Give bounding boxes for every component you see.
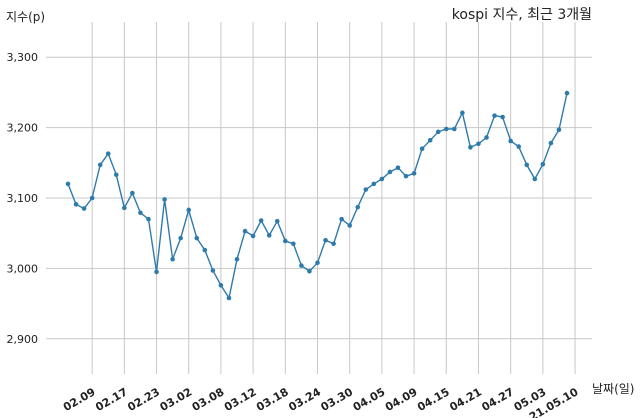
data-point <box>105 151 111 156</box>
data-point <box>443 126 449 132</box>
data-point <box>363 187 369 192</box>
data-point <box>387 169 393 175</box>
data-point <box>130 190 135 196</box>
data-point <box>403 173 409 179</box>
data-point <box>524 162 530 168</box>
x-axis-label: 날짜(일) <box>592 382 635 396</box>
chart-title: kospi 지수, 최근 3개월 <box>451 7 592 23</box>
data-point <box>331 241 336 247</box>
data-point <box>65 181 71 187</box>
data-point <box>299 263 304 268</box>
axes: 2,900 3,000 3,100 3,200 3,300 02.0902.1702.23… <box>7 51 581 418</box>
data-point <box>556 127 562 133</box>
x-tick-label: 03.24 <box>286 385 323 414</box>
data-point <box>484 135 489 140</box>
data-point <box>379 176 385 182</box>
data-point <box>500 114 505 120</box>
data-point <box>138 210 143 216</box>
y-tick-label: 3,100 <box>7 192 39 205</box>
x-tick-label: 04.15 <box>415 385 452 414</box>
data-point <box>250 233 256 239</box>
data-point <box>266 233 272 238</box>
y-tick-label: 3,000 <box>7 262 39 275</box>
data-point <box>73 202 79 207</box>
data-point <box>395 165 401 171</box>
data-point <box>186 207 192 213</box>
data-point <box>460 110 465 116</box>
data-point <box>492 113 497 118</box>
x-tick-label: 03.30 <box>319 385 356 414</box>
grid <box>46 22 592 374</box>
data-point <box>202 247 208 253</box>
data-point <box>307 268 312 274</box>
x-tick-label: 02.09 <box>61 385 98 414</box>
data-point <box>81 206 87 211</box>
y-tick-label: 2,900 <box>7 333 39 346</box>
data-point <box>210 268 216 273</box>
data-point <box>122 205 127 211</box>
data-point <box>258 218 264 223</box>
data-point <box>274 218 280 224</box>
data-point <box>283 238 288 244</box>
data-point <box>315 260 320 266</box>
data-point <box>194 235 200 241</box>
data-point <box>548 140 554 146</box>
data-point <box>154 269 159 275</box>
data-point <box>347 223 352 228</box>
data-point <box>339 216 344 222</box>
data-point <box>89 195 95 201</box>
data-point <box>371 181 377 187</box>
x-tick-label: 04.21 <box>447 385 484 414</box>
y-tick-label: 3,300 <box>7 51 39 64</box>
data-point <box>162 197 167 202</box>
x-tick-label: 03.12 <box>222 385 259 414</box>
data-point <box>411 171 417 176</box>
x-tick-label: 02.17 <box>93 385 130 414</box>
data-point <box>516 144 522 149</box>
data-point <box>435 129 441 135</box>
data-point <box>452 126 457 132</box>
data-point <box>226 295 232 301</box>
y-axis-label: 지수(p) <box>6 10 46 24</box>
data-point <box>427 137 433 143</box>
x-tick-label: 04.27 <box>480 385 517 414</box>
data-point <box>291 241 296 247</box>
x-tick-label: 02.23 <box>125 385 162 414</box>
data-point <box>234 256 240 262</box>
data-point <box>540 161 546 167</box>
x-tick-label: 03.02 <box>158 385 195 414</box>
data-point <box>532 176 538 182</box>
data-point <box>178 235 183 241</box>
data-point <box>508 138 513 144</box>
x-tick-label: 04.05 <box>351 385 388 414</box>
data-point <box>323 237 328 243</box>
data-point <box>419 146 425 152</box>
data-point <box>468 145 473 150</box>
y-tick-label: 3,200 <box>7 122 39 135</box>
x-tick-label: 03.08 <box>190 385 227 414</box>
data-point <box>170 256 175 262</box>
series-kospi <box>65 90 570 301</box>
data-point <box>113 172 119 178</box>
data-point <box>242 228 248 234</box>
data-point <box>355 204 361 210</box>
data-point <box>476 141 481 147</box>
data-point <box>218 282 224 288</box>
x-tick-label: 04.09 <box>383 385 420 414</box>
data-point <box>146 216 151 222</box>
data-point <box>564 90 570 96</box>
data-point <box>97 162 103 168</box>
x-tick-label: 03.18 <box>254 385 291 414</box>
